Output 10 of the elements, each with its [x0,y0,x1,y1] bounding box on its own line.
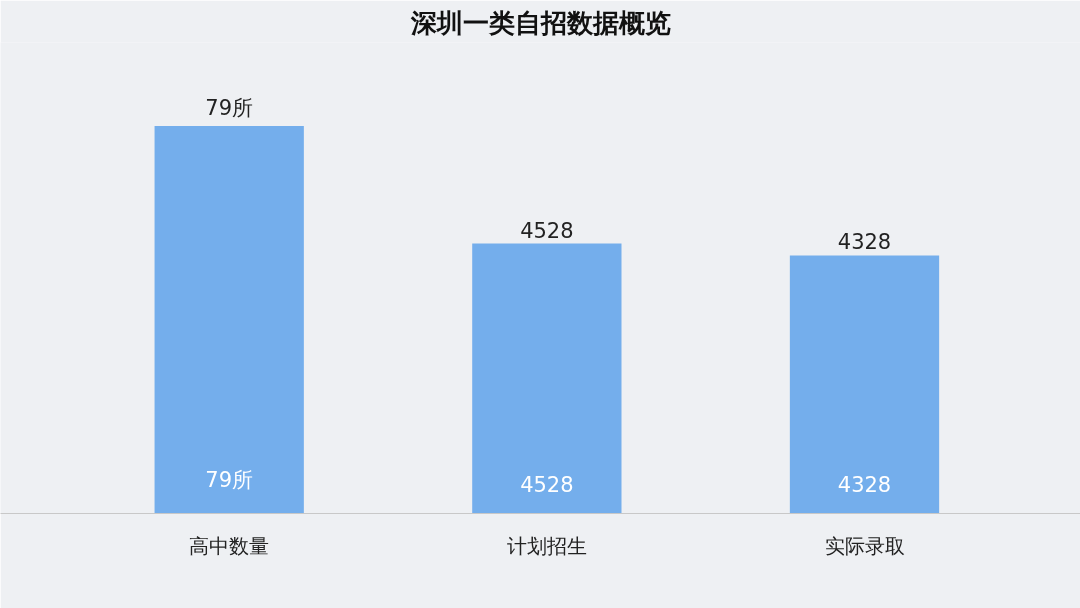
text: 79所 [205,467,254,492]
x-tick-label: 高中数量 [189,533,270,558]
chart-title: 深圳一类自招数据概览 [409,7,671,38]
data-label: 79所 [205,95,254,120]
x-tick-label: 计划招生 [506,533,587,558]
text: 4528 [520,472,574,497]
text: 4328 [837,472,892,497]
x-tick-label: 实际录取 [824,533,905,558]
data-label: 4328 [837,230,892,255]
data-label: 4528 [520,218,574,243]
